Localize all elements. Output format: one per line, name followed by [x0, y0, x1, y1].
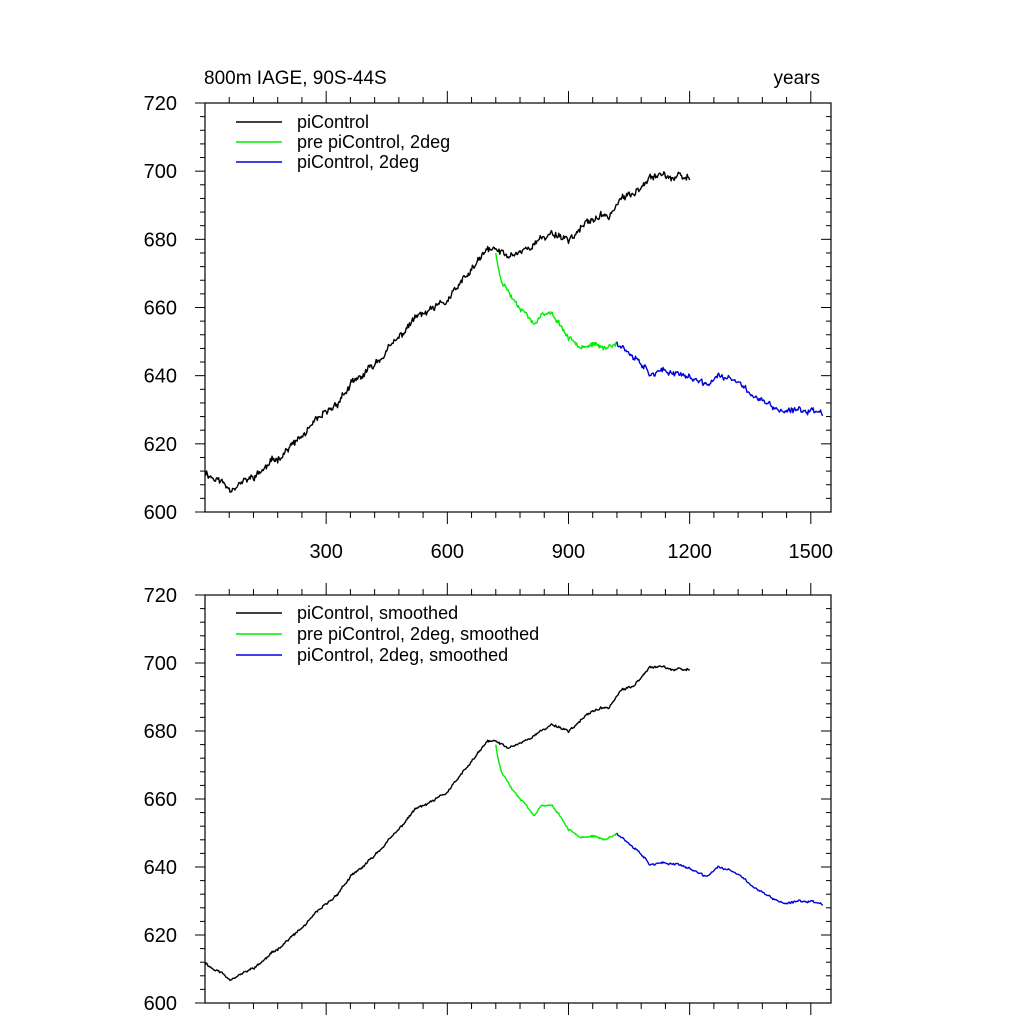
legend-label: piControl, 2deg [297, 152, 419, 172]
series-line-picontrol-2deg [616, 341, 824, 417]
series-line-picontrol-2deg [616, 832, 824, 906]
y-tick-label: 700 [144, 161, 177, 183]
y-tick-label: 640 [144, 857, 177, 879]
y-tick-label: 600 [144, 993, 177, 1015]
y-tick-label: 700 [144, 653, 177, 675]
series-line-pre-picontrol-2deg [495, 744, 617, 841]
y-tick-label: 680 [144, 229, 177, 251]
x-tick-label: 300 [309, 541, 342, 563]
legend-label: piControl, 2deg, smoothed [297, 645, 508, 665]
legend-label: pre piControl, 2deg [297, 132, 450, 152]
top-panel: 800m IAGE, 90S-44S years 600 620 640 660 680… [144, 68, 833, 563]
y-tick-label: 620 [144, 434, 177, 456]
series-line-pre-picontrol-2deg [495, 252, 618, 351]
y-tick-label: 720 [144, 585, 177, 607]
y-tick-label: 720 [144, 93, 177, 115]
y-tick-label: 640 [144, 366, 177, 388]
legend-label: pre piControl, 2deg, smoothed [297, 624, 539, 644]
y-tick-label: 600 [144, 502, 177, 524]
x-tick-label: 900 [552, 541, 585, 563]
panel-title: 800m IAGE, 90S-44S [204, 68, 387, 89]
series-line-picontrol [204, 171, 691, 493]
series-line-picontrol [204, 665, 691, 982]
x-tick-label: 1500 [789, 541, 834, 563]
legend-label: piControl [297, 112, 369, 132]
bottom-panel: 600 620 640 660 680 700 720 piControl, smoothed… [144, 583, 832, 1015]
panel-title-right: years [774, 68, 820, 89]
y-tick-label: 660 [144, 789, 177, 811]
x-tick-label: 600 [431, 541, 464, 563]
y-tick-label: 680 [144, 721, 177, 743]
x-tick-label: 1200 [667, 541, 712, 563]
y-tick-label: 620 [144, 925, 177, 947]
legend-label: piControl, smoothed [297, 603, 458, 623]
y-tick-label: 660 [144, 298, 177, 320]
